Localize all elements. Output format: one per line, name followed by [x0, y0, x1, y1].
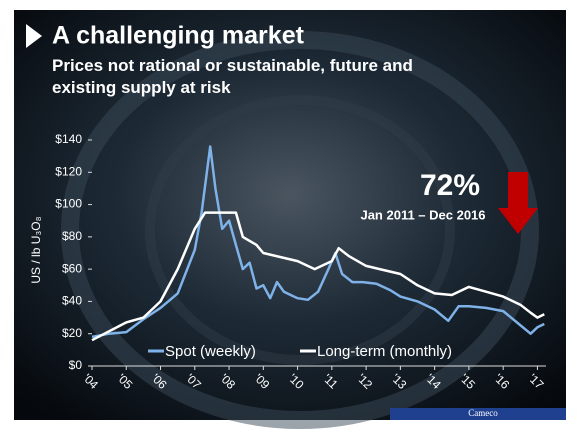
source-logo: Cameco [468, 408, 498, 418]
series-line [91, 211, 545, 342]
title: A challenging market [52, 22, 305, 50]
y-tick-label: $0 [69, 358, 83, 372]
y-axis-label: US / lb U₃O₈ [29, 216, 43, 283]
legend-label: Spot (weekly) [165, 343, 256, 360]
y-tick-label: $20 [62, 326, 82, 340]
y-tick-label: $40 [62, 294, 82, 308]
series-line [91, 145, 545, 339]
annotation-period: Jan 2011 – Dec 2016 [360, 207, 485, 222]
annotation-value: 72% [420, 169, 480, 202]
y-tick-label: $140 [55, 132, 82, 146]
decline-arrow [498, 172, 538, 234]
y-tick-label: $100 [55, 197, 82, 211]
title-marker [26, 24, 42, 48]
tunnel-ring [145, 95, 455, 365]
y-tick-label: $60 [62, 261, 82, 275]
tunnel-ring [61, 31, 539, 429]
legend-label: Long-term (monthly) [317, 343, 452, 360]
y-tick-label: $80 [62, 229, 82, 243]
y-tick-label: $120 [55, 164, 82, 178]
footer-bar [390, 408, 566, 420]
subtitle: Prices not rational or sustainable, futu… [52, 56, 413, 97]
